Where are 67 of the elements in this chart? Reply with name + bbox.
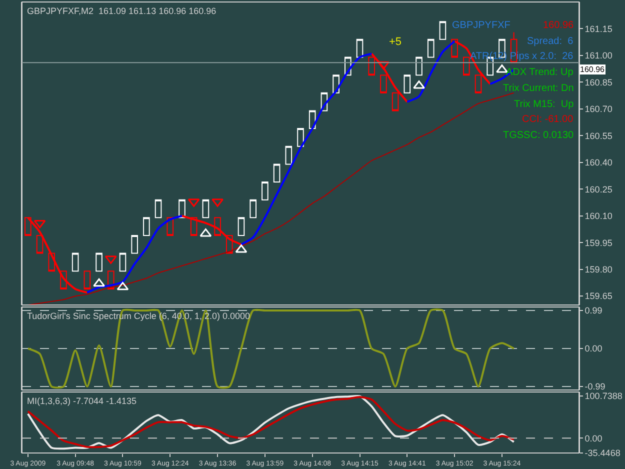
annotation: GBPJPYFXF	[452, 20, 510, 31]
candlestick	[202, 199, 210, 218]
y-tick-label: 159.95	[584, 238, 612, 248]
y-tick-label: 160.10	[584, 211, 612, 222]
annotation: Trix Current: Dn	[503, 83, 574, 94]
y-tick-label: 160.55	[584, 130, 612, 141]
candlestick	[72, 252, 79, 272]
candlestick	[273, 164, 280, 183]
text: CCI: -61.00	[522, 114, 574, 125]
candlestick	[166, 217, 174, 236]
candlestick	[463, 56, 470, 76]
point	[93, 278, 105, 287]
chart-title: GBPJPYFXF,M2 161.09 161.13 160.96 160.96	[27, 6, 216, 16]
y-tick-label: -0.99	[584, 382, 606, 392]
candlestick	[404, 74, 411, 94]
line-series	[26, 308, 515, 388]
candlestick	[214, 217, 221, 236]
y-tick-label: 160.25	[584, 184, 612, 194]
y-tick-label: 100.7388	[584, 391, 622, 402]
candlestick	[297, 128, 304, 147]
candlestick	[356, 38, 364, 58]
y-tick-label: 159.65	[584, 291, 612, 302]
candlestick	[332, 74, 340, 94]
candlestick	[178, 199, 186, 218]
y-tick-label: 160.85	[584, 77, 612, 88]
candlestick	[427, 38, 434, 58]
candlestick	[48, 252, 56, 272]
candlestick	[308, 110, 316, 130]
candlestick	[107, 270, 114, 290]
candlestick	[262, 182, 268, 200]
candlestick	[320, 92, 328, 112]
point	[200, 228, 212, 237]
point	[116, 282, 129, 290]
point	[496, 64, 508, 73]
text: MI(1,3,6,3) -7.7044 -1.4135	[27, 396, 137, 406]
candlestick	[96, 252, 102, 272]
y-tick-label: 160.70	[584, 104, 612, 114]
candlestick	[190, 217, 198, 236]
point	[413, 80, 425, 89]
candlestick	[439, 21, 446, 40]
candlestick	[154, 199, 162, 218]
y-tick-label: 0.99	[584, 306, 602, 316]
ref-line-label: 160.96	[580, 65, 606, 74]
annotation: TGSSC: 0.0130	[503, 130, 574, 141]
y-tick-label: 161.00	[584, 50, 612, 61]
y-tick-label: -35.4468	[584, 448, 620, 458]
candlestick	[344, 56, 352, 76]
annotation: +5	[389, 36, 402, 48]
candlestick	[285, 146, 292, 165]
candlestick	[36, 234, 44, 254]
candlestick	[60, 270, 67, 290]
text: Spread: 6	[527, 36, 574, 47]
candlestick	[380, 74, 387, 94]
y-tick-label: 160.40	[584, 158, 612, 168]
candlestick	[250, 199, 256, 218]
candlestick	[143, 217, 150, 236]
text: 160.96	[543, 20, 574, 31]
y-tick-label: 0.00	[584, 344, 602, 354]
y-tick-label: 159.80	[584, 264, 612, 274]
y-tick-label: 0.00	[584, 433, 602, 444]
candlestick	[416, 56, 422, 76]
candlestick	[119, 252, 126, 272]
candlestick	[238, 217, 245, 236]
candlestick	[131, 234, 138, 254]
point	[378, 61, 390, 70]
annotation: Trix M15: Up	[514, 99, 574, 110]
y-tick-label: 161.15	[584, 24, 612, 34]
